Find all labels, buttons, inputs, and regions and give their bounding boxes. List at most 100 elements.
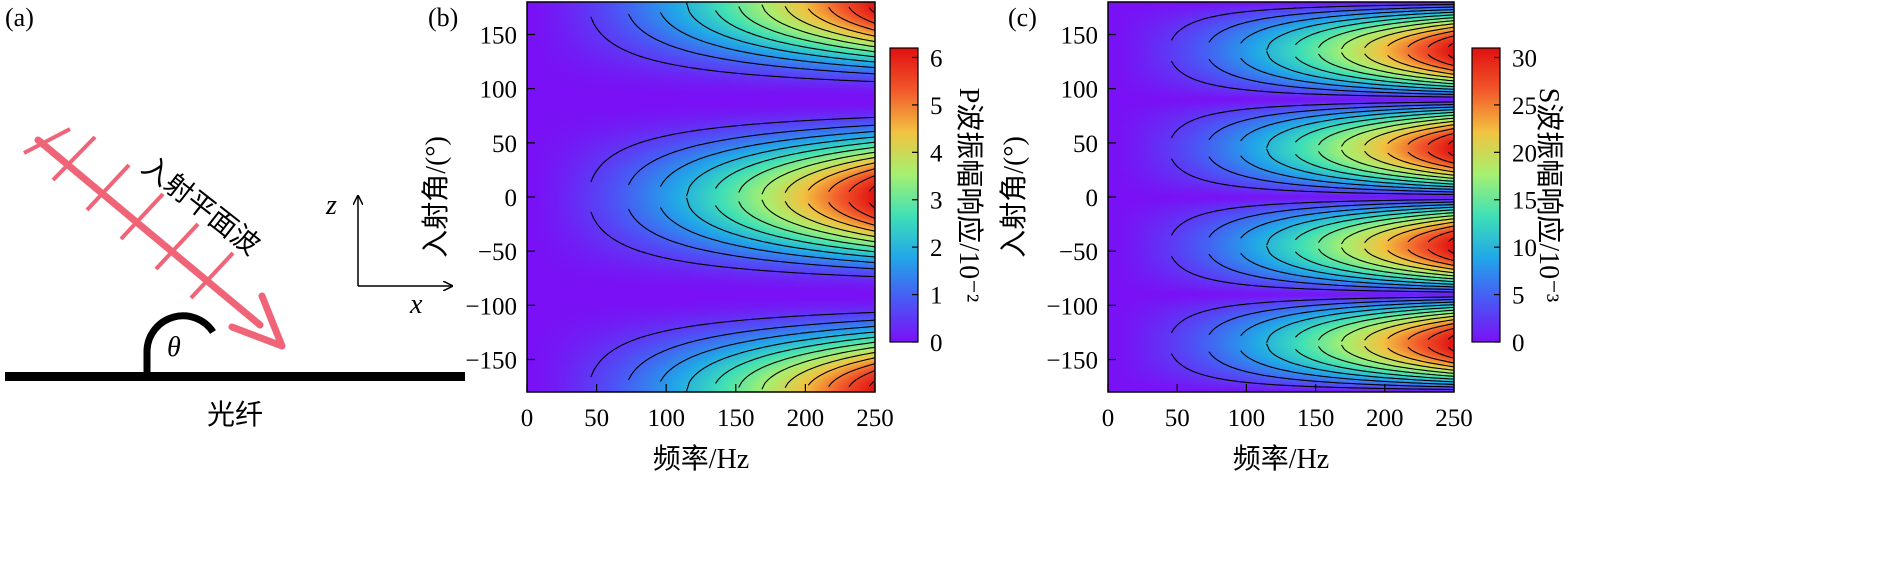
contour-line	[1318, 248, 1455, 280]
contour-line	[1266, 11, 1455, 51]
contour-line	[1240, 204, 1455, 239]
colorbar-tick-label: 30	[1512, 45, 1537, 72]
contour-line	[828, 202, 876, 226]
contour-line	[1407, 128, 1455, 145]
contour-line	[715, 205, 876, 253]
contour-line	[1387, 250, 1455, 270]
contour-line	[828, 363, 876, 387]
axis-x-label: x	[409, 289, 423, 320]
contour-line	[738, 6, 876, 53]
contour-line	[590, 116, 876, 183]
contour-line	[1341, 117, 1455, 147]
contour-line	[1407, 30, 1455, 48]
coordinate-axes-icon	[358, 196, 452, 286]
x-tick-label: 250	[856, 405, 894, 432]
contour-line	[1208, 6, 1455, 43]
y-tick-label: 150	[480, 23, 518, 50]
contour-line	[1295, 209, 1455, 241]
incident-wave-icon	[23, 127, 286, 350]
contour-line	[590, 16, 876, 83]
contour-line	[761, 199, 876, 243]
contour-line	[1427, 230, 1455, 243]
y-tick-label: 100	[1061, 77, 1099, 104]
contour-line	[1407, 54, 1455, 71]
contour-line	[1318, 309, 1455, 341]
contour-line	[1341, 20, 1455, 50]
contour-line	[1208, 351, 1455, 388]
contour-line	[1170, 255, 1454, 293]
contour-line	[738, 146, 876, 193]
contour-line	[784, 156, 876, 193]
x-tick-label: 50	[1165, 405, 1190, 432]
contour-line	[1447, 151, 1455, 157]
x-tick-label: 250	[1435, 405, 1473, 432]
contour-line	[715, 10, 876, 58]
contour-line	[1407, 323, 1455, 340]
contour-line	[1364, 120, 1455, 146]
contour-line	[868, 185, 876, 192]
fiber-line	[5, 372, 465, 381]
y-axis-label: 入射角/(°)	[420, 136, 452, 258]
contour-line	[1295, 251, 1455, 283]
contour-line	[1295, 306, 1455, 338]
colorbar-tick-label: 10	[1512, 235, 1537, 262]
contour-line	[1266, 343, 1455, 383]
y-axis-label: 入射角/(°)	[998, 136, 1030, 258]
contour-line	[848, 201, 876, 219]
fiber-label: 光纤	[207, 399, 263, 431]
x-tick-label: 200	[1366, 405, 1404, 432]
colorbar-tick-label: 0	[1512, 330, 1525, 357]
contour-line	[784, 201, 876, 238]
angle-symbol: θ	[167, 332, 181, 363]
contour-line	[1387, 55, 1455, 75]
colorbar-tick-label: 5	[1512, 283, 1525, 310]
contour-line	[1387, 221, 1455, 242]
panel-label: (b)	[428, 3, 458, 32]
y-tick-label: 0	[1086, 185, 1099, 212]
contour-line	[628, 208, 876, 270]
contour-line	[590, 211, 876, 278]
contour-line	[1240, 301, 1455, 337]
colorbar-tick-label: 3	[930, 188, 943, 215]
colorbar: 0 1 2 3 4 5 6 P波振幅响应/10⁻²	[889, 45, 985, 357]
contour-line	[1170, 353, 1454, 391]
axis-z-label: z	[325, 190, 337, 221]
y-tick-label: −50	[1059, 239, 1098, 266]
contour-line	[1364, 248, 1455, 274]
contour-line	[1318, 17, 1455, 48]
contour-line	[1295, 56, 1455, 88]
colorbar-tick-label: 25	[1512, 93, 1537, 120]
contour-line	[807, 203, 876, 232]
x-axis-label: 频率/Hz	[653, 443, 749, 475]
contour-line	[659, 207, 876, 264]
x-tick-label: 150	[1297, 405, 1335, 432]
contour-line	[1170, 158, 1454, 196]
y-tick-label: −150	[465, 348, 517, 375]
contour-line	[1364, 150, 1455, 176]
contour-line	[1240, 252, 1455, 288]
contour-line	[1266, 109, 1455, 148]
contour-line	[761, 151, 876, 195]
contour-line	[1318, 114, 1455, 146]
x-tick-label: 0	[1102, 405, 1115, 432]
contour-line	[1266, 51, 1455, 90]
contour-line	[1447, 334, 1455, 340]
contour-line	[1170, 296, 1454, 334]
y-tick-label: −150	[1046, 348, 1098, 375]
contour-lines	[1170, 3, 1455, 391]
contour-line	[828, 168, 876, 192]
chart-panel-1: (c)0 50 100 150 200 250150100500−50−100−150频率…	[998, 1, 1565, 475]
y-tick-label: 0	[505, 185, 518, 212]
colorbar-tick-label: 5	[930, 93, 943, 120]
contour-line	[659, 130, 876, 187]
contour-line	[761, 4, 876, 48]
colorbar: 0 5 10 15 20 25 30 S波振幅响应/10⁻³	[1471, 45, 1565, 357]
contour-line	[761, 346, 876, 390]
contour-line	[628, 13, 876, 75]
colorbar-tick-label: 4	[930, 140, 943, 167]
contour-line	[685, 197, 876, 258]
contour-line	[1447, 54, 1455, 60]
contour-line	[1170, 3, 1454, 41]
contour-line	[848, 6, 876, 24]
contour-line	[848, 175, 876, 193]
